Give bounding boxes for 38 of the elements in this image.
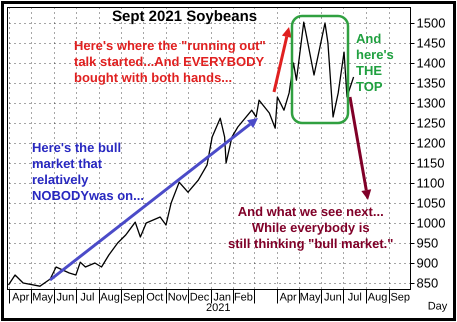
y-tick-label: 1200	[416, 136, 446, 150]
y-tick-label: 1450	[416, 36, 446, 50]
annotation: And what we see next... While everybody is still thinking "bull market."	[228, 204, 394, 252]
x-axis-title: Day	[428, 300, 448, 312]
y-tick-label: 950	[416, 236, 438, 250]
x-tick-label: Dec	[190, 292, 210, 304]
y-tick-label: 1000	[416, 216, 446, 230]
x-tick-label: Apr	[12, 292, 30, 304]
annotation: And here's THE TOP	[356, 31, 394, 95]
x-tick-label: May	[300, 292, 322, 304]
x-tick-label: Jul	[80, 292, 94, 304]
x-tick-label: Aug	[100, 292, 120, 304]
y-tick-label: 1500	[416, 16, 446, 30]
x-tick-label: Sep	[390, 292, 410, 304]
y-tick-label: 1300	[416, 96, 446, 110]
y-tick-label: 900	[416, 256, 438, 270]
x-tick-label: Jun	[324, 292, 342, 304]
x-tick-label: Sep	[123, 292, 143, 304]
y-tick-label: 1400	[416, 56, 446, 70]
x-tick-label: Oct	[146, 292, 164, 304]
x-tick-label: Feb	[234, 292, 253, 304]
annotation: Here's the bull market that relatively NOBODYwas on...	[32, 140, 144, 204]
x-tick-label: Jun	[56, 292, 74, 304]
y-tick-label: 1350	[416, 76, 446, 90]
annotation: Here's where the "running out" talk started...And EVERYBODY bought with both hands...	[74, 38, 266, 86]
y-tick-label: 1250	[416, 116, 446, 130]
x-tick-label: Nov	[168, 292, 188, 304]
y-tick-label: 1100	[416, 176, 444, 190]
y-tick-label: 1150	[416, 156, 444, 170]
x-tick-label: Jan	[213, 292, 232, 304]
x-tick-label: Apr	[280, 292, 298, 304]
text: 2021	[206, 302, 230, 314]
x-tick-label: Aug	[368, 292, 388, 304]
chart-title: Sept 2021 Soybeans	[112, 8, 258, 25]
x-tick-label: Jul	[348, 292, 362, 304]
x-tick-label: May	[32, 292, 54, 304]
y-tick-label: 850	[416, 276, 438, 290]
y-tick-label: 1050	[416, 196, 446, 210]
